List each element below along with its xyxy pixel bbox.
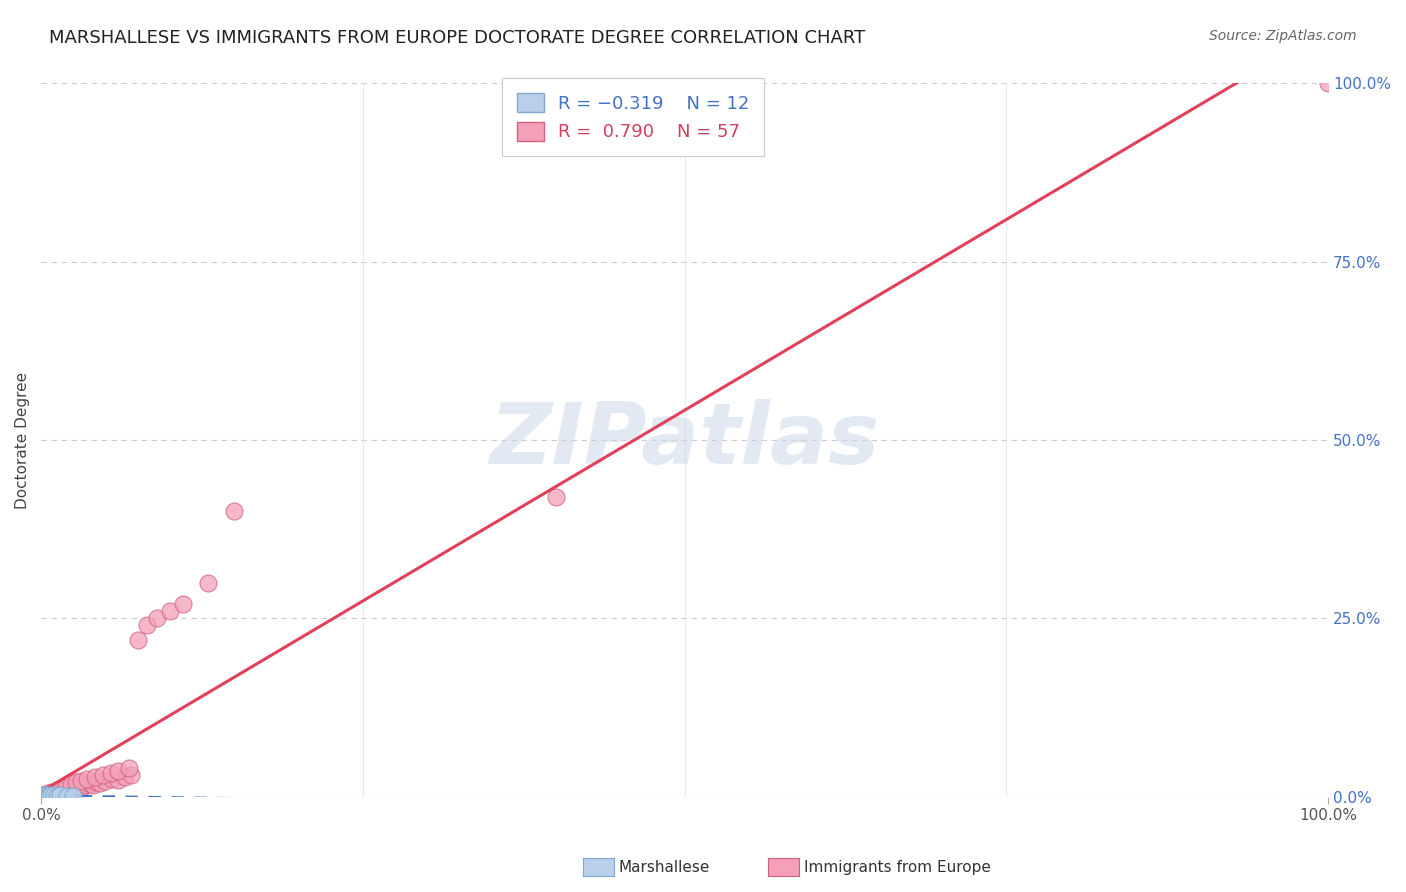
Text: Marshallese: Marshallese [619,860,710,874]
Point [114,770,136,784]
Y-axis label: Doctorate Degree: Doctorate Degree [15,371,30,508]
Point [101,772,124,786]
Point [224,504,246,518]
Point [37,789,59,803]
Point [172,597,194,611]
Point [35,787,58,801]
Point [44,785,66,799]
Point [49,784,72,798]
Point [31,789,53,803]
Point [75,778,97,792]
Point [38,789,60,803]
Point [49,782,72,797]
Point [31,789,53,803]
Point [63,781,86,796]
Point [41,785,63,799]
Point [89,776,111,790]
Point [34,789,56,803]
Point [41,788,63,802]
Point [56,782,79,797]
Point [117,761,139,775]
Point [1317,77,1340,91]
Text: Immigrants from Europe: Immigrants from Europe [804,860,991,874]
Point [127,632,149,647]
Point [91,768,114,782]
Point [48,783,70,797]
Point [59,777,82,791]
Point [135,618,157,632]
Point [69,779,91,793]
Point [58,781,80,796]
Point [62,789,84,803]
Point [45,789,67,803]
Point [65,775,87,789]
Point [34,788,56,802]
Point [42,785,65,799]
Point [60,780,83,795]
Point [66,780,89,794]
Text: MARSHALLESE VS IMMIGRANTS FROM EUROPE DOCTORATE DEGREE CORRELATION CHART: MARSHALLESE VS IMMIGRANTS FROM EUROPE DO… [49,29,866,46]
Point [76,772,98,786]
Point [41,788,63,802]
Point [146,611,169,625]
Point [159,604,181,618]
Point [82,778,104,792]
Point [37,788,59,802]
Point [197,575,219,590]
Point [49,789,72,803]
Point [31,789,53,803]
Point [79,777,101,791]
Point [86,775,108,789]
Point [72,780,94,794]
Point [32,788,55,802]
Point [45,784,67,798]
Point [39,787,62,801]
Point [42,789,65,803]
Point [70,774,93,789]
Point [84,770,107,784]
Text: Source: ZipAtlas.com: Source: ZipAtlas.com [1209,29,1357,43]
Point [41,786,63,800]
Point [46,785,69,799]
Point [51,782,73,797]
Point [56,789,79,803]
Point [55,780,77,794]
Point [32,789,55,803]
Point [35,789,58,804]
Point [94,774,117,789]
Point [107,764,129,778]
Legend: R = −0.319    N = 12, R =  0.790    N = 57: R = −0.319 N = 12, R = 0.790 N = 57 [502,78,763,156]
Point [107,772,129,787]
Point [38,786,60,800]
Point [53,783,76,797]
Point [44,785,66,799]
Text: ZIPatlas: ZIPatlas [489,399,880,482]
Point [120,768,142,782]
Point [544,490,567,504]
Point [100,766,122,780]
